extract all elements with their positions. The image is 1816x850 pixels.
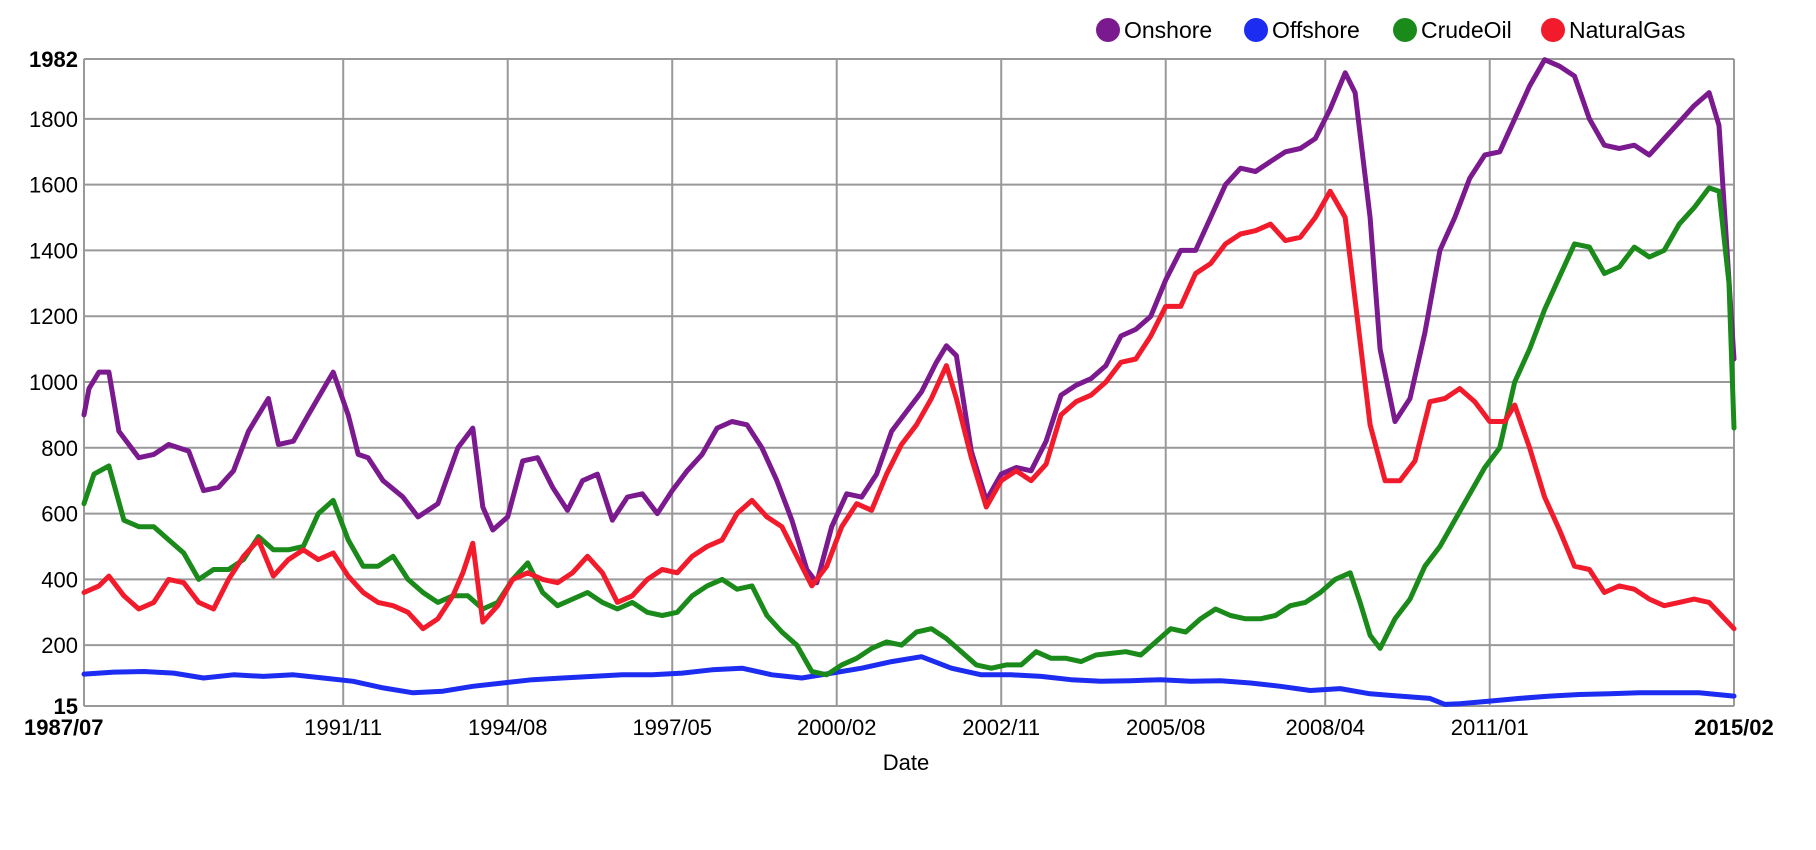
legend: Onshore Offshore CrudeOil NaturalGas	[1096, 17, 1685, 43]
series-line-onshore	[81, 57, 1737, 586]
legend-label: Onshore	[1124, 17, 1212, 43]
x-tick-label: 2015/02	[1694, 715, 1774, 740]
y-tick-label: 800	[41, 436, 78, 461]
x-tick-label: 1987/07	[24, 715, 104, 740]
series-line-crudeoil	[81, 185, 1737, 678]
y-tick-label: 1400	[29, 238, 78, 263]
legend-label: Offshore	[1272, 17, 1360, 43]
y-tick-label: 1200	[29, 304, 78, 329]
y-axis-ticks: 15 200 400 600 800 1000 1200 1400 1600 1800 1982	[29, 47, 78, 719]
x-axis-ticks: 1987/07 1991/11 1994/08 1997/05 2000/02 2002/…	[24, 715, 1774, 740]
series-line-naturalgas	[81, 188, 1737, 632]
x-tick-label: 1997/05	[632, 715, 712, 740]
x-tick-label: 1994/08	[468, 715, 548, 740]
y-tick-label: 200	[41, 633, 78, 658]
legend-item-crudeoil: CrudeOil	[1393, 17, 1512, 43]
y-tick-label: 1982	[29, 47, 78, 72]
y-tick-label: 1800	[29, 107, 78, 132]
series-line-offshore	[81, 654, 1737, 707]
series-lines	[81, 57, 1737, 707]
legend-label: CrudeOil	[1421, 17, 1512, 43]
legend-item-naturalgas: NaturalGas	[1541, 17, 1685, 43]
legend-item-onshore: Onshore	[1096, 17, 1212, 43]
legend-item-offshore: Offshore	[1244, 17, 1360, 43]
grid	[83, 58, 1735, 707]
x-tick-label: 2011/01	[1451, 715, 1529, 740]
x-tick-label: 1991/11	[304, 715, 382, 740]
y-tick-label: 400	[41, 567, 78, 592]
x-tick-label: 2008/04	[1285, 715, 1365, 740]
y-tick-label: 15	[54, 694, 78, 719]
y-tick-label: 600	[41, 502, 78, 527]
legend-swatch	[1541, 18, 1565, 42]
legend-swatch	[1244, 18, 1268, 42]
legend-swatch	[1393, 18, 1417, 42]
y-tick-label: 1600	[29, 173, 78, 198]
x-tick-label: 2005/08	[1126, 715, 1206, 740]
legend-label: NaturalGas	[1569, 17, 1685, 43]
x-axis-title: Date	[883, 750, 929, 775]
legend-swatch	[1096, 18, 1120, 42]
x-tick-label: 2002/11	[962, 715, 1040, 740]
x-tick-label: 2000/02	[797, 715, 877, 740]
y-tick-label: 1000	[29, 370, 78, 395]
